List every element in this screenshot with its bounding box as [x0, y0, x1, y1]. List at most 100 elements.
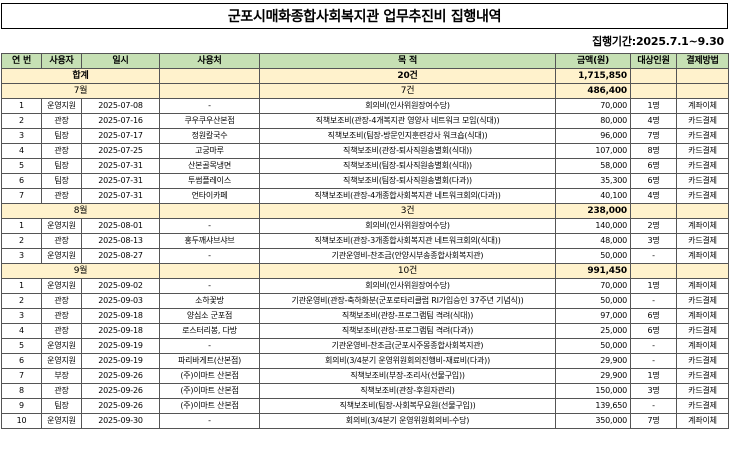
row-people[interactable]: -	[630, 248, 677, 264]
row-people[interactable]: 6명	[630, 308, 677, 324]
row-payment[interactable]: 계좌이체	[676, 308, 729, 324]
row-people[interactable]: 6명	[630, 173, 677, 189]
month-blank[interactable]	[159, 83, 260, 99]
row-number[interactable]: 1	[1, 98, 42, 114]
row-payment[interactable]: 카드결제	[676, 158, 729, 174]
row-number[interactable]: 2	[1, 293, 42, 309]
row-date[interactable]: 2025-09-19	[81, 338, 160, 354]
row-purpose[interactable]: 직책보조비(팀장-사회복무요원(선물구입))	[259, 398, 556, 414]
row-number[interactable]: 4	[1, 143, 42, 159]
row-people[interactable]: 1명	[630, 368, 677, 384]
row-user[interactable]: 관장	[41, 308, 82, 324]
row-place[interactable]: -	[159, 218, 260, 234]
row-purpose[interactable]: 기관운영비(관장-축하화분(군포로타리클럽 RI가입승인 37주년 기념식))	[259, 293, 556, 309]
month-blank[interactable]	[676, 263, 729, 279]
row-people[interactable]: 8명	[630, 143, 677, 159]
row-place[interactable]: 양심소 군포점	[159, 308, 260, 324]
row-purpose[interactable]: 직책보조비(관장-프로그램팀 격려(다과))	[259, 323, 556, 339]
row-payment[interactable]: 카드결제	[676, 323, 729, 339]
row-payment[interactable]: 계좌이체	[676, 248, 729, 264]
row-date[interactable]: 2025-07-31	[81, 188, 160, 204]
row-people[interactable]: 4명	[630, 188, 677, 204]
row-user[interactable]: 운영지원	[41, 248, 82, 264]
month-blank[interactable]	[159, 263, 260, 279]
row-number[interactable]: 7	[1, 188, 42, 204]
row-place[interactable]: (주)이마트 산본점	[159, 383, 260, 399]
row-number[interactable]: 3	[1, 308, 42, 324]
month-blank[interactable]	[630, 203, 677, 219]
row-number[interactable]: 6	[1, 173, 42, 189]
row-place[interactable]: -	[159, 338, 260, 354]
row-user[interactable]: 관장	[41, 383, 82, 399]
row-purpose[interactable]: 직책보조비(관장-퇴사직원송별회(식대))	[259, 143, 556, 159]
row-place[interactable]: -	[159, 248, 260, 264]
row-amount[interactable]: 97,000	[555, 308, 631, 324]
row-user[interactable]: 운영지원	[41, 353, 82, 369]
row-date[interactable]: 2025-09-18	[81, 308, 160, 324]
row-amount[interactable]: 70,000	[555, 278, 631, 294]
row-number[interactable]: 10	[1, 413, 42, 429]
row-number[interactable]: 8	[1, 383, 42, 399]
row-purpose[interactable]: 직책보조비(관장-4개복지관 영양사 네트워크 모임(식대))	[259, 113, 556, 129]
row-date[interactable]: 2025-07-16	[81, 113, 160, 129]
row-user[interactable]: 관장	[41, 323, 82, 339]
total-count[interactable]: 20건	[259, 68, 556, 84]
row-amount[interactable]: 29,900	[555, 368, 631, 384]
row-amount[interactable]: 29,900	[555, 353, 631, 369]
row-number[interactable]: 1	[1, 218, 42, 234]
row-purpose[interactable]: 직책보조비(관장-프로그램팀 격려(식대))	[259, 308, 556, 324]
row-payment[interactable]: 카드결제	[676, 383, 729, 399]
month-blank[interactable]	[159, 203, 260, 219]
row-people[interactable]: -	[630, 293, 677, 309]
row-purpose[interactable]: 회의비(인사위원장여수당)	[259, 278, 556, 294]
row-place[interactable]: 언타이카페	[159, 188, 260, 204]
row-place[interactable]: 고궁마루	[159, 143, 260, 159]
row-number[interactable]: 3	[1, 128, 42, 144]
row-place[interactable]: 쿠우쿠우산본점	[159, 113, 260, 129]
row-date[interactable]: 2025-09-26	[81, 398, 160, 414]
month-blank[interactable]	[630, 263, 677, 279]
total-label[interactable]: 합계	[1, 68, 160, 84]
row-people[interactable]: -	[630, 338, 677, 354]
row-payment[interactable]: 계좌이체	[676, 278, 729, 294]
row-purpose[interactable]: 직책보조비(부장-조리사(선물구입))	[259, 368, 556, 384]
row-amount[interactable]: 40,100	[555, 188, 631, 204]
row-amount[interactable]: 50,000	[555, 293, 631, 309]
total-amount[interactable]: 1,715,850	[555, 68, 631, 84]
row-place[interactable]: 파리바게트(산본점)	[159, 353, 260, 369]
month-label[interactable]: 9월	[1, 263, 160, 279]
row-user[interactable]: 운영지원	[41, 98, 82, 114]
row-date[interactable]: 2025-07-08	[81, 98, 160, 114]
row-place[interactable]: 홍두깨샤브샤브	[159, 233, 260, 249]
row-people[interactable]: 7명	[630, 413, 677, 429]
row-user[interactable]: 팀장	[41, 128, 82, 144]
row-people[interactable]: 6명	[630, 323, 677, 339]
month-amount[interactable]: 238,000	[555, 203, 631, 219]
row-payment[interactable]: 카드결제	[676, 353, 729, 369]
row-purpose[interactable]: 회의비(3/4분기 운영위원회의비-수당)	[259, 413, 556, 429]
month-blank[interactable]	[676, 203, 729, 219]
row-payment[interactable]: 계좌이체	[676, 218, 729, 234]
row-people[interactable]: 7명	[630, 128, 677, 144]
row-amount[interactable]: 48,000	[555, 233, 631, 249]
row-date[interactable]: 2025-07-25	[81, 143, 160, 159]
row-number[interactable]: 7	[1, 368, 42, 384]
row-date[interactable]: 2025-09-30	[81, 413, 160, 429]
total-blank[interactable]	[159, 68, 260, 84]
row-amount[interactable]: 70,000	[555, 98, 631, 114]
row-date[interactable]: 2025-07-31	[81, 173, 160, 189]
row-number[interactable]: 3	[1, 248, 42, 264]
row-date[interactable]: 2025-09-19	[81, 353, 160, 369]
month-amount[interactable]: 991,450	[555, 263, 631, 279]
header-cell[interactable]: 목 적	[259, 53, 556, 69]
total-blank[interactable]	[676, 68, 729, 84]
header-cell[interactable]: 일시	[81, 53, 160, 69]
row-user[interactable]: 관장	[41, 188, 82, 204]
row-amount[interactable]: 25,000	[555, 323, 631, 339]
row-date[interactable]: 2025-09-18	[81, 323, 160, 339]
row-amount[interactable]: 35,300	[555, 173, 631, 189]
row-amount[interactable]: 140,000	[555, 218, 631, 234]
row-date[interactable]: 2025-07-31	[81, 158, 160, 174]
row-people[interactable]: 3명	[630, 383, 677, 399]
row-amount[interactable]: 107,000	[555, 143, 631, 159]
